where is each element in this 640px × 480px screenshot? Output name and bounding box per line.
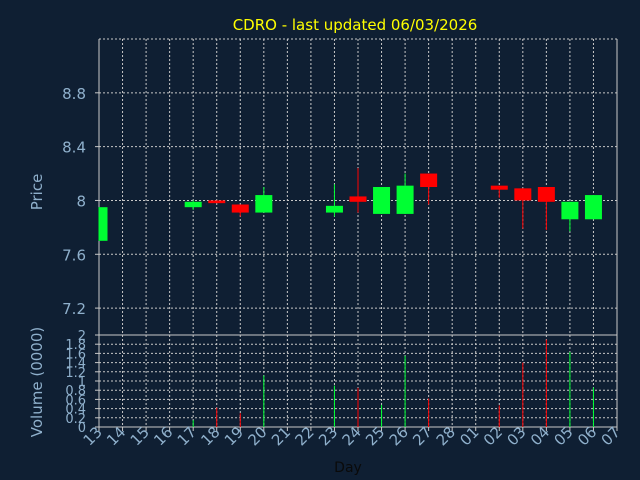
candle-body (490, 185, 508, 190)
candle-body (537, 187, 555, 202)
volume-tick-label: 1.4 (65, 357, 86, 372)
candle-body (561, 201, 579, 220)
volume-tick-label: 0 (78, 421, 86, 436)
price-tick-label: 8.8 (62, 85, 86, 103)
price-tick-label: 8.4 (62, 139, 86, 157)
candle-body (584, 195, 602, 220)
candle-body (184, 201, 202, 208)
candle-body (514, 188, 532, 201)
chart-title: CDRO - last updated 06/03/2026 (233, 16, 478, 34)
candle-body (255, 195, 273, 213)
price-tick-label: 7.2 (62, 300, 86, 318)
candle-body (349, 196, 367, 202)
x-axis-label: Day (334, 460, 362, 476)
volume-tick-label: 0.8 (65, 384, 86, 399)
volume-tick-label: 0.4 (65, 403, 86, 418)
volume-tick-label: 1.2 (65, 366, 86, 381)
price-tick-label: 7.6 (62, 246, 86, 264)
price-panel: 7.2 7.6 8 8.4 8.8 (62, 38, 618, 335)
candle-body (208, 200, 226, 204)
volume-tick-label: 1 (78, 375, 86, 390)
volume-tick-label: 2 (78, 329, 86, 344)
price-tick-label: 8 (76, 192, 86, 210)
volume-tick-label: 1.6 (65, 347, 86, 362)
candle-body (396, 185, 414, 214)
candle-body (325, 205, 343, 213)
volume-axis-label: Volume (0000) (28, 327, 46, 437)
candle-body (231, 204, 249, 213)
candle-body (99, 207, 108, 241)
volume-tick-label: 0.2 (65, 412, 86, 427)
volume-tick-label: 1.8 (65, 338, 86, 353)
candle-body (373, 187, 391, 214)
candle-body (420, 173, 438, 187)
price-axis-label: Price (28, 174, 46, 211)
volume-tick-label: 0.6 (65, 393, 86, 408)
